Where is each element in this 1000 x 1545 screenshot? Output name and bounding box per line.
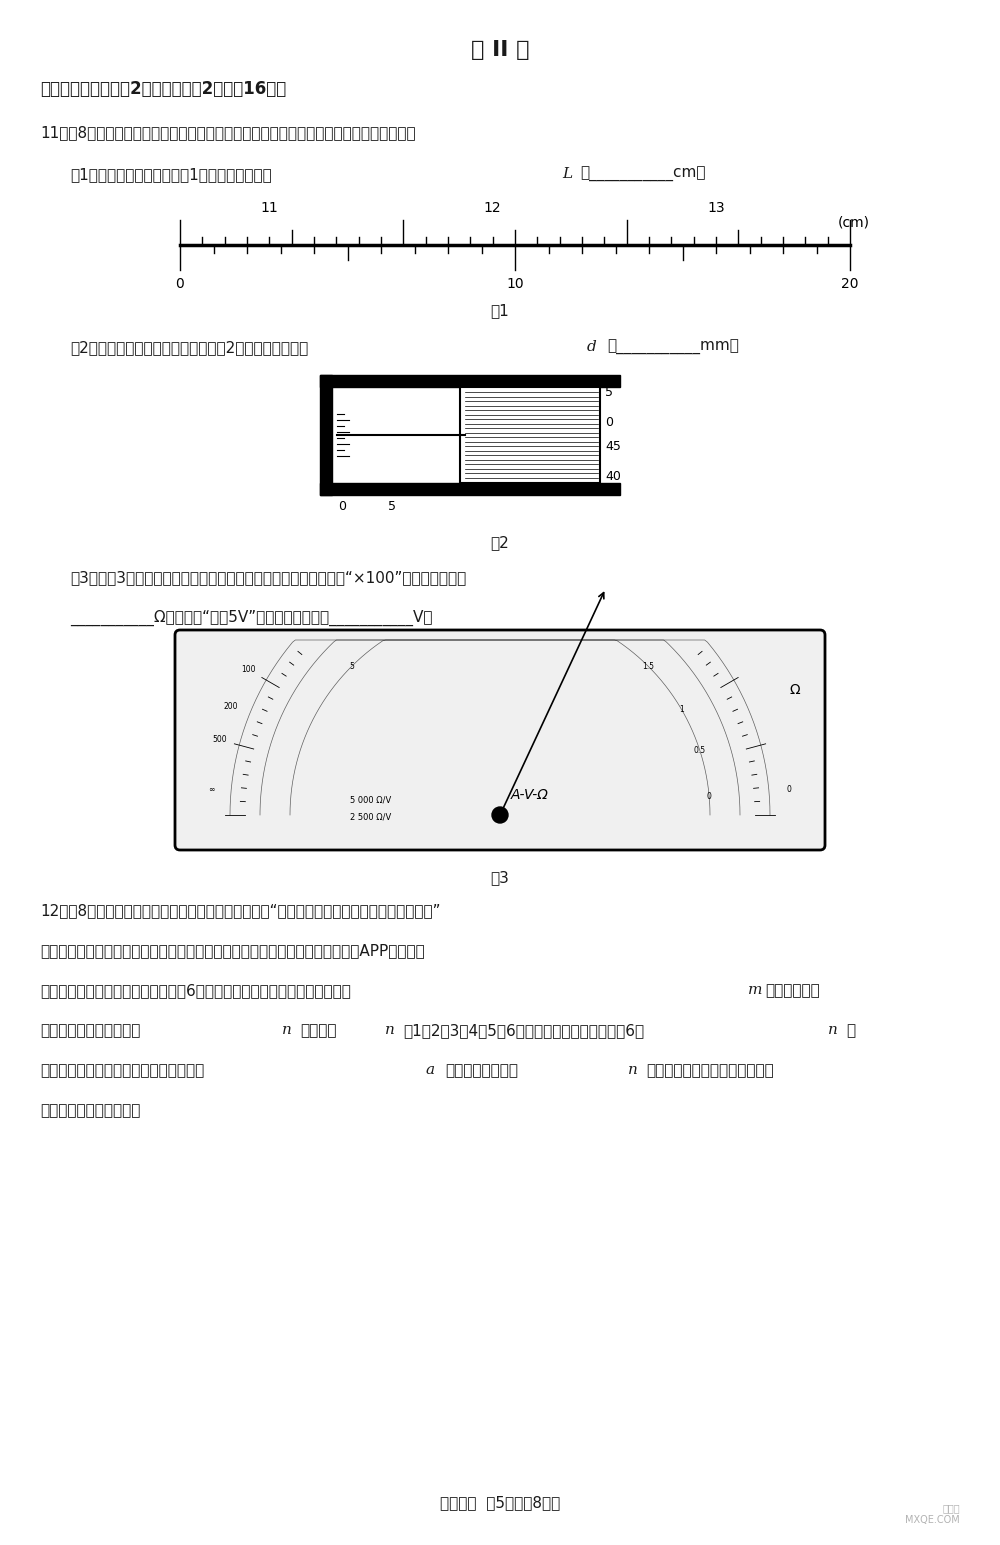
Text: 钩码仍留在车厢内，记录下手机的加速度: 钩码仍留在车厢内，记录下手机的加速度 (40, 1063, 204, 1078)
Text: 0: 0 (786, 785, 791, 794)
Bar (320, 375, 332, 494)
Text: 0: 0 (338, 501, 346, 513)
Text: 12．（8分）某同学利用如图甲所示的装置，根据实验“质量一定，探究加速度与合外力的关系”: 12．（8分）某同学利用如图甲所示的装置，根据实验“质量一定，探究加速度与合外力… (40, 902, 440, 918)
Text: 0: 0 (605, 417, 613, 430)
Circle shape (492, 806, 508, 823)
Text: 20: 20 (841, 277, 859, 290)
Text: 0: 0 (707, 793, 712, 802)
Text: 5: 5 (388, 501, 396, 513)
Text: m: m (748, 983, 763, 997)
Text: 高三物理  第5页（共8页）: 高三物理 第5页（共8页） (440, 1496, 560, 1509)
Text: ∞: ∞ (208, 785, 214, 794)
Text: Ω: Ω (790, 683, 800, 697)
FancyBboxPatch shape (175, 630, 825, 850)
Text: 200: 200 (224, 701, 238, 711)
Text: ＝___________mm；: ＝___________mm； (607, 340, 739, 355)
Text: ＝___________cm；: ＝___________cm； (580, 167, 706, 182)
Text: (cm): (cm) (838, 216, 870, 230)
Text: 500: 500 (213, 735, 227, 745)
Text: 5: 5 (349, 661, 354, 671)
Text: L: L (562, 167, 572, 181)
Text: n: n (828, 1023, 838, 1037)
Text: ＝1，2，3，4，5，6）个挂在细绳的左端，其余6－: ＝1，2，3，4，5，6）个挂在细绳的左端，其余6－ (403, 1023, 644, 1038)
Text: （2）螺旋测微器测金属丝的直径如图2所示，可知其直径: （2）螺旋测微器测金属丝的直径如图2所示，可知其直径 (70, 340, 308, 355)
Text: 11: 11 (260, 201, 278, 215)
Text: 100: 100 (242, 666, 256, 675)
Bar (460, 386, 600, 484)
Text: 与所挂钩码的个数: 与所挂钩码的个数 (445, 1063, 518, 1078)
Text: 10: 10 (506, 277, 524, 290)
Text: 能手机的总质量相当）。: 能手机的总质量相当）。 (40, 1103, 140, 1119)
Text: 图3: 图3 (491, 870, 509, 885)
Text: 11．（8分）某同学在实验室测量某金属丝的相关物理量，结果如下图所示，请完成读数：: 11．（8分）某同学在实验室测量某金属丝的相关物理量，结果如下图所示，请完成读数… (40, 125, 416, 141)
Text: 第 II 卷: 第 II 卷 (471, 40, 529, 60)
Text: 5: 5 (605, 386, 613, 400)
Text: 图1: 图1 (491, 303, 509, 318)
Text: A-V-Ω: A-V-Ω (511, 788, 549, 802)
Text: ，阻力补偿之: ，阻力补偿之 (765, 983, 820, 998)
Text: （依次取: （依次取 (300, 1023, 336, 1038)
Text: n: n (628, 1063, 638, 1077)
Text: 40: 40 (605, 471, 621, 484)
Text: 个: 个 (846, 1023, 855, 1038)
Text: 出手机运动时的加速度，车厢中装有6个完全相同的钩码，每个钩码的质量为: 出手机运动时的加速度，车厢中装有6个完全相同的钩码，每个钩码的质量为 (40, 983, 351, 998)
Text: 2 500 Ω/V: 2 500 Ω/V (350, 813, 391, 822)
Text: 5 000 Ω/V: 5 000 Ω/V (350, 796, 391, 805)
Text: （1）游标卡尺测量长度如图1所示，可知其长度: （1）游标卡尺测量长度如图1所示，可知其长度 (70, 167, 272, 182)
Text: 答案圈
MXQE.COM: 答案圈 MXQE.COM (905, 1503, 960, 1525)
Text: a: a (425, 1063, 434, 1077)
Text: 12: 12 (484, 201, 501, 215)
Text: 三、实验题：本题有2个小题，每空2分，共16分。: 三、实验题：本题有2个小题，每空2分，共16分。 (40, 80, 286, 97)
Text: ___________Ω；如果用“直流5V”档测量，则读数为___________V；: ___________Ω；如果用“直流5V”档测量，则读数为__________… (70, 610, 432, 626)
Text: 后，将车厢中的钩码取出: 后，将车厢中的钩码取出 (40, 1023, 140, 1038)
Text: 45: 45 (605, 440, 621, 454)
Text: 的原理，测量车厢和智能手机的总质量。手机固定在车厢上，智能手机可以利用APP直接测量: 的原理，测量车厢和智能手机的总质量。手机固定在车厢上，智能手机可以利用APP直接… (40, 942, 425, 958)
Text: 1: 1 (679, 706, 684, 714)
Text: d: d (587, 340, 597, 354)
Bar (320, 484, 620, 494)
Text: （3）如图3所示，为一正在测量中的多用电表表盘，如果用欧姆档“×100”测量，则读数为: （3）如图3所示，为一正在测量中的多用电表表盘，如果用欧姆档“×100”测量，则… (70, 570, 466, 586)
Text: 。（注：钩码的质量与车厢和智: 。（注：钩码的质量与车厢和智 (646, 1063, 774, 1078)
Bar (320, 375, 620, 386)
Text: 0: 0 (176, 277, 184, 290)
Text: 13: 13 (707, 201, 725, 215)
Text: n: n (282, 1023, 292, 1037)
Text: 1.5: 1.5 (642, 661, 654, 671)
Text: 图2: 图2 (491, 535, 509, 550)
Text: n: n (385, 1023, 395, 1037)
Text: 0.5: 0.5 (694, 746, 706, 754)
